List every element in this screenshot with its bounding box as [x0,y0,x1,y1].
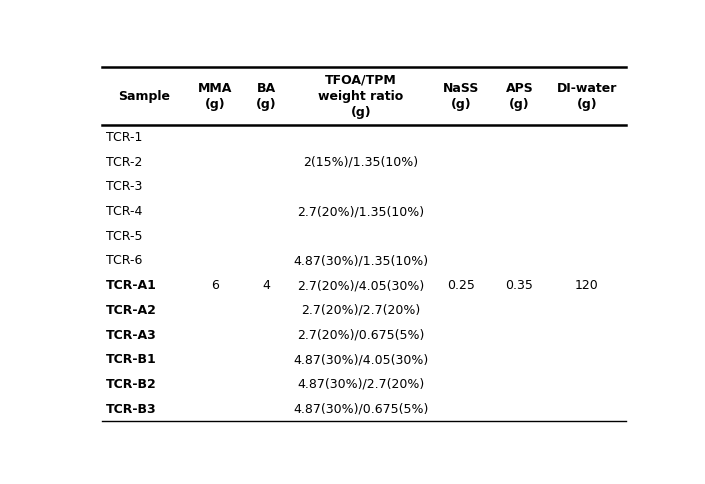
Text: 4: 4 [263,279,271,292]
Text: 4.87(30%)/2.7(20%): 4.87(30%)/2.7(20%) [298,378,424,391]
Text: 4.87(30%)/4.05(30%): 4.87(30%)/4.05(30%) [293,353,429,366]
Text: TCR-6: TCR-6 [106,255,142,268]
Text: 4.87(30%)/0.675(5%): 4.87(30%)/0.675(5%) [293,403,429,416]
Text: TFOA/TPM
weight ratio
(g): TFOA/TPM weight ratio (g) [318,74,403,119]
Text: 2.7(20%)/0.675(5%): 2.7(20%)/0.675(5%) [298,329,424,342]
Text: 2.7(20%)/4.05(30%): 2.7(20%)/4.05(30%) [298,279,424,292]
Text: 0.35: 0.35 [505,279,534,292]
Text: TCR-B3: TCR-B3 [106,403,157,416]
Text: BA
(g): BA (g) [257,82,277,111]
Text: TCR-A2: TCR-A2 [106,304,157,317]
Text: Sample: Sample [118,90,170,103]
Text: TCR-A3: TCR-A3 [106,329,157,342]
Text: TCR-2: TCR-2 [106,156,142,169]
Text: 2(15%)/1.35(10%): 2(15%)/1.35(10%) [303,156,419,169]
Text: MMA
(g): MMA (g) [197,82,232,111]
Text: 2.7(20%)/2.7(20%): 2.7(20%)/2.7(20%) [301,304,420,317]
Text: APS
(g): APS (g) [505,82,534,111]
Text: TCR-B1: TCR-B1 [106,353,157,366]
Text: NaSS
(g): NaSS (g) [443,82,479,111]
Text: 120: 120 [575,279,599,292]
Text: TCR-5: TCR-5 [106,230,142,243]
Text: TCR-B2: TCR-B2 [106,378,157,391]
Text: TCR-1: TCR-1 [106,131,142,144]
Text: TCR-3: TCR-3 [106,181,142,194]
Text: TCR-4: TCR-4 [106,205,142,218]
Text: 2.7(20%)/1.35(10%): 2.7(20%)/1.35(10%) [298,205,424,218]
Text: TCR-A1: TCR-A1 [106,279,157,292]
Text: 0.25: 0.25 [448,279,475,292]
Text: 4.87(30%)/1.35(10%): 4.87(30%)/1.35(10%) [293,255,429,268]
Text: DI-water
(g): DI-water (g) [557,82,618,111]
Text: 6: 6 [211,279,219,292]
